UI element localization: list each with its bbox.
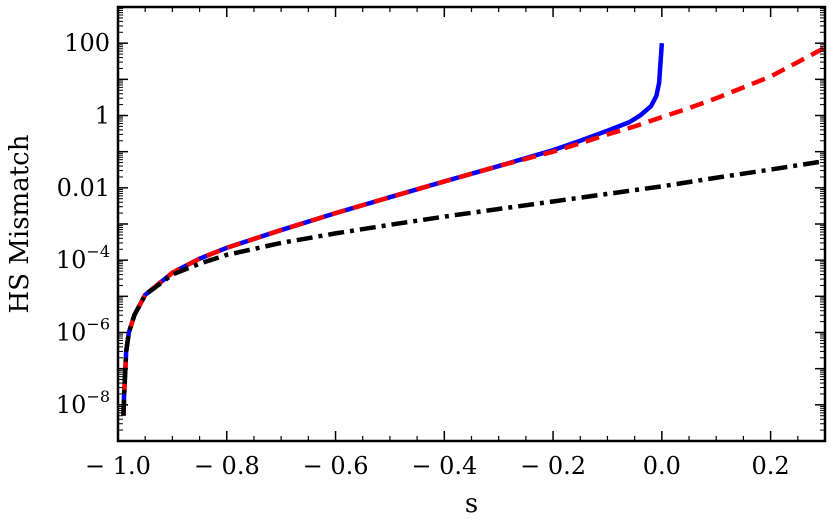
y-tick-label: 10−8 <box>56 387 110 419</box>
x-tick-labels: − 1.0 − 0.8 − 0.6 − 0.4 − 0.2 0.0 0.2 <box>85 452 790 480</box>
x-axis-label: s <box>465 489 478 519</box>
y-tick-labels: 100 1 0.01 10−4 10−6 10−8 <box>56 29 110 419</box>
series-line-2 <box>121 45 825 416</box>
x-tick-label: − 0.8 <box>194 452 260 480</box>
series-line-3 <box>121 158 825 416</box>
x-tick-label: 0.2 <box>752 452 790 480</box>
x-tick-label: − 0.2 <box>520 452 586 480</box>
y-tick-label: 10−4 <box>56 242 110 274</box>
x-tick-label: − 1.0 <box>85 452 151 480</box>
ticks-layer <box>117 6 826 442</box>
y-tick-label: 0.01 <box>57 174 110 202</box>
y-tick-label: 10−6 <box>56 315 110 347</box>
series-layer <box>121 43 825 416</box>
plot-frame <box>116 5 827 443</box>
y-tick-label: 1 <box>95 102 110 130</box>
series-line-1 <box>121 43 665 416</box>
x-tick-label: − 0.6 <box>303 452 369 480</box>
x-tick-label: − 0.4 <box>411 452 477 480</box>
x-tick-label: 0.0 <box>643 452 681 480</box>
y-axis-label: HS Mismatch <box>5 134 35 313</box>
y-tick-label: 100 <box>64 29 110 57</box>
